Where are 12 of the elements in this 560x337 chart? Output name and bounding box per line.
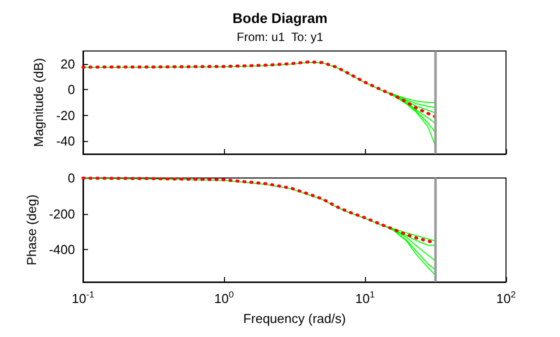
- chart-subtitle: From: u1 To: y1: [236, 30, 324, 44]
- y-tick-label: 20: [60, 56, 75, 72]
- y-tick-label: 0: [68, 82, 75, 98]
- y-axis-title: Phase (deg): [24, 194, 40, 266]
- y-tick-label: 0: [68, 170, 75, 186]
- y-tick-label: -20: [56, 108, 75, 123]
- y-axis-title: Magnitude (dB): [31, 58, 46, 147]
- y-tick-label: -400: [48, 242, 75, 258]
- y-tick-label: -40: [56, 134, 75, 149]
- x-axis-title: Frequency (rad/s): [243, 311, 346, 326]
- chart-title: Bode Diagram: [232, 10, 328, 26]
- y-tick-label: -200: [48, 206, 75, 222]
